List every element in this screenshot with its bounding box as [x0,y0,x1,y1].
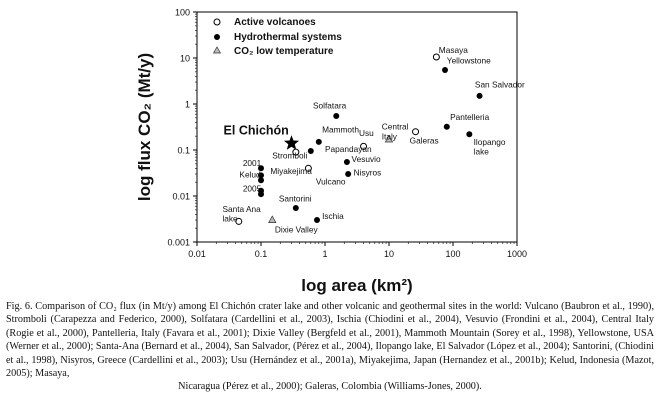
annotation-label: lake [474,146,490,156]
legend-filled-circle-marker [214,34,220,40]
point-solfatara [333,112,340,119]
annotation-label: Ischia [322,211,344,221]
x-axis: 0.01 0.1 1 10 100 1000 [188,242,527,259]
x-tick-label: 0.1 [255,249,268,259]
point-nisyros [345,171,352,178]
annotation-label: Santorini [279,194,312,204]
annotation-label: Ilopango [474,137,506,147]
y-tick-label: 0.1 [177,146,190,156]
point-yellowstone [442,66,449,73]
point-kelud [258,172,264,179]
annotation-label: Papandayan [325,144,372,154]
point-santa-ana-lake [235,217,243,225]
caption-body: Fig. 6. Comparison of CO₂ flux (in Mt/y)… [6,301,654,380]
x-axis-label: log area (km²) [301,276,412,295]
annotation-label: Nisyros [354,167,382,177]
point-ischia [314,217,321,224]
annotation-label: Vulcano [316,176,346,186]
x-tick-label: 1000 [507,249,527,259]
point-usu [360,142,368,150]
y-tick-label: 0.01 [172,192,190,202]
annotation-label: Masaya [439,45,468,55]
y-tick-label: 10 [180,54,190,64]
y-axis-label: log flux CO₂ (Mt/y) [135,53,154,201]
point-galeras [412,128,420,136]
y-tick-label: 100 [175,8,190,18]
el-chichon-star-icon [283,135,300,150]
point-papandayan [307,148,314,155]
annotation-label: Solfatara [313,100,347,110]
annotation-label: Mammoth [322,125,359,135]
y-axis: 0.001 0.01 0.1 1 10 100 [167,8,197,248]
data-points [235,53,483,225]
annotation-label: Dixie Valley [275,225,319,235]
point-vesuvio [343,158,350,165]
el-chichon-highlight: El Chichón [224,123,300,150]
point-kelud-2005b [258,191,264,198]
legend-label-co2-low-temperature: CO₂ low temperature [234,46,334,57]
annotation-label: Pantelleria [450,112,490,122]
legend-label-hydrothermal: Hydrothermal systems [234,32,342,43]
x-tick-label: 1 [322,249,327,259]
plot-frame [196,11,518,243]
annotation-label: Italy [382,131,398,141]
annotation-label: Yellowstone [447,56,491,66]
x-tick-label: 100 [445,249,460,259]
point-vulcano [304,164,312,172]
point-ilopango-lake [466,131,473,138]
annotation-label: Galeras [410,135,439,145]
annotation-label: 2001 [243,158,262,168]
y-tick-label: 1 [185,100,190,110]
annotation-label: Stromboli [272,151,307,161]
x-tick-label: 10 [384,249,394,259]
legend: Active volcanoes Hydrothermal systems CO… [212,17,342,57]
annotation-label: Miyakejima [270,166,312,176]
caption-last-line: Nicaragua (Pérez et al., 2000); Galeras,… [178,381,482,393]
point-mammoth [315,138,322,145]
point-santorini [292,204,299,211]
legend-label-active-volcanoes: Active volcanoes [234,17,316,28]
annotation-label: Kelud [239,170,261,180]
legend-triangle-marker [212,46,222,54]
point-miyakejima [258,177,264,184]
annotation-label: Central [382,121,409,131]
annotation-label: 2005 [243,184,262,194]
point-dixie-valley [258,165,264,172]
point-dixie-valley [268,215,277,224]
y-tick-label: 0.001 [167,238,190,248]
point-central-italy [384,134,394,143]
el-chichon-label: El Chichón [224,123,289,137]
annotation-label: lake [222,213,238,223]
annotation-label: San Salvador [475,79,525,89]
x-tick-label: 0.01 [188,249,206,259]
annotation-label: Usu [359,128,374,138]
point-san-salvador [476,92,483,99]
figure-caption: Fig. 6. Comparison of CO₂ flux (in Mt/y)… [6,300,654,394]
point-pantelleria [443,123,450,130]
annotation-label: Vesuvio [352,154,381,164]
legend-open-circle-marker [213,18,221,26]
point-masaya [432,53,440,61]
annotation-label: Santa Ana [222,204,261,214]
